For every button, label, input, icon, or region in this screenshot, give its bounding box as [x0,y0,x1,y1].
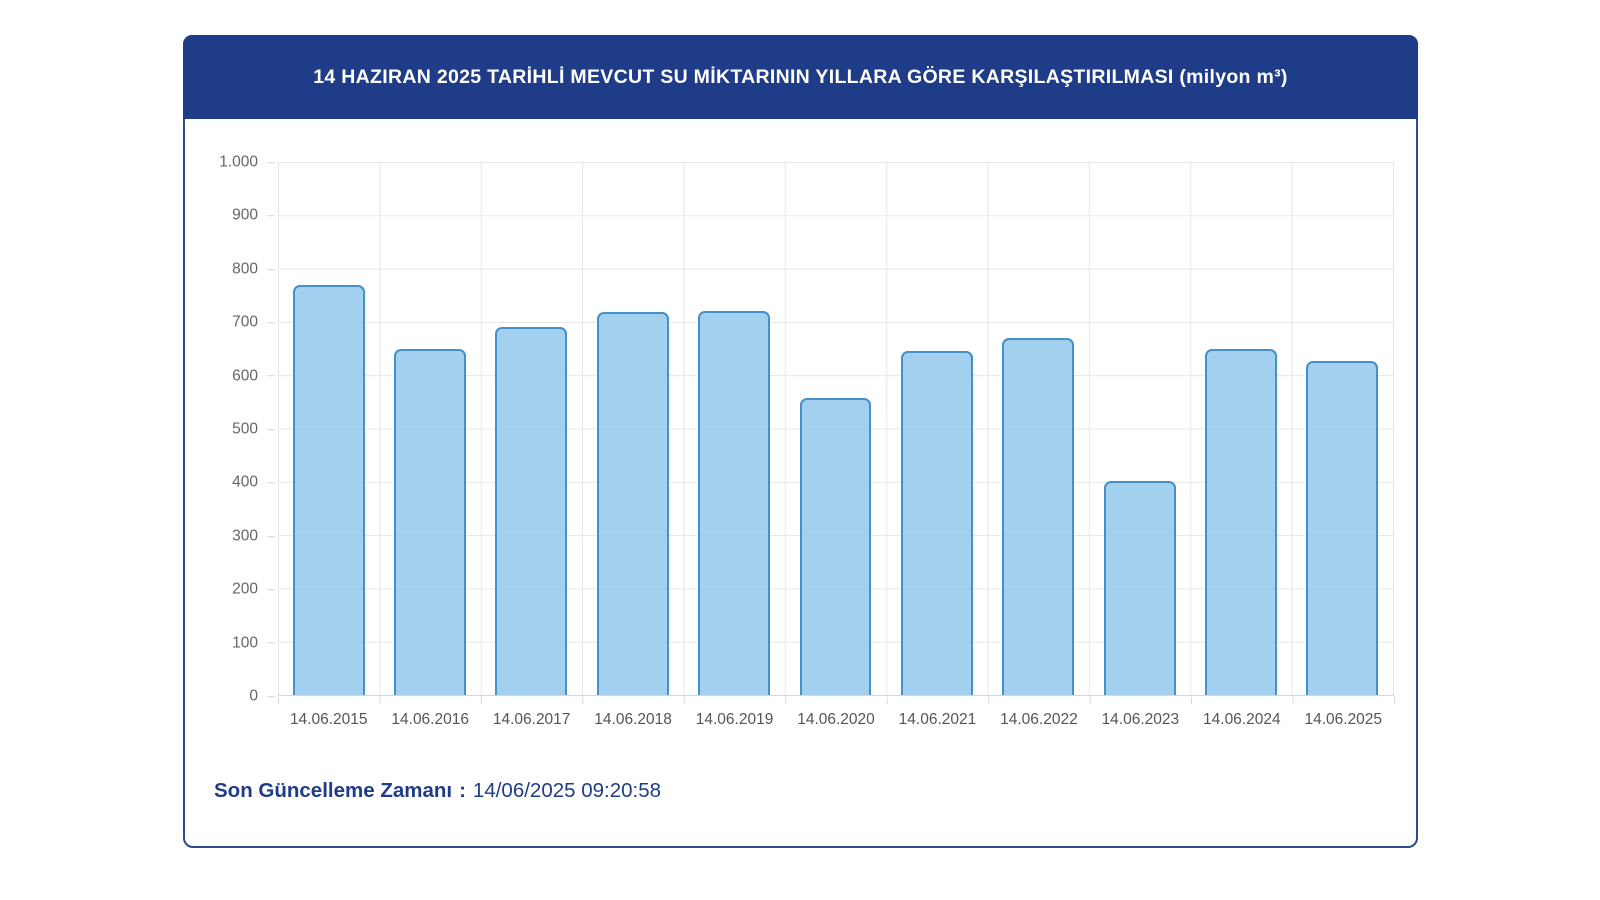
y-axis-label: 300 [185,528,275,544]
bar-slot [379,162,480,695]
x-axis-label: 14.06.2018 [594,711,672,728]
x-axis-label: 14.06.2025 [1304,711,1383,728]
last-update: Son Güncelleme Zamanı : 14/06/2025 09:20… [214,779,661,803]
y-axis-label: 900 [185,208,275,224]
x-axis-label: 14.06.2023 [1101,711,1180,728]
y-axis-label: 600 [185,368,275,384]
bar-14.06.2021[interactable] [900,351,973,695]
y-axis-label: 0 [185,688,275,704]
last-update-separator: : [459,779,466,802]
x-axis-label: 14.06.2021 [898,711,977,728]
y-axis-label: 500 [185,421,275,437]
y-axis-label: 100 [185,635,275,651]
x-axis-label: 14.06.2024 [1203,711,1281,728]
bar-slot [1089,162,1190,695]
bar-14.06.2015[interactable] [292,285,365,695]
bar-slot [1292,162,1393,695]
bar-slot [683,162,784,695]
bar-14.06.2022[interactable] [1002,337,1075,695]
y-axis-label: 1.000 [185,154,275,170]
bar-14.06.2016[interactable] [394,348,467,695]
y-axis: 1.000 900 800 700 600 500 400 300 200 100 0 [185,154,275,703]
bar-slot [988,162,1089,695]
y-axis-label: 400 [185,475,275,491]
chart-title-bar: 14 HAZIRAN 2025 TARİHLİ MEVCUT SU MİKTAR… [183,35,1418,119]
bar-slot [582,162,683,695]
bar-14.06.2025[interactable] [1306,361,1379,695]
x-axis-label: 14.06.2016 [391,711,469,728]
x-axis-ticks [278,697,1395,704]
bar-slot [1190,162,1291,695]
x-axis-label: 14.06.2020 [797,711,875,728]
bar-14.06.2023[interactable] [1103,480,1176,695]
y-axis-label: 800 [185,261,275,277]
bar-14.06.2019[interactable] [698,311,771,695]
bar-series [278,162,1393,695]
x-axis-label: 14.06.2022 [1000,711,1078,728]
last-update-value: 14/06/2025 09:20:58 [472,779,662,802]
x-axis-label: 14.06.2015 [289,711,368,728]
bar-14.06.2024[interactable] [1204,348,1277,695]
chart-title: 14 HAZIRAN 2025 TARİHLİ MEVCUT SU MİKTAR… [313,65,1288,88]
last-update-label: Son Güncelleme Zamanı [214,779,453,802]
plot-area [278,162,1394,696]
y-axis-label: 200 [185,581,275,597]
x-axis: 14.06.2015 14.06.2016 14.06.2017 14.06.2018… [278,709,1394,731]
bar-slot [886,162,987,695]
x-axis-label: 14.06.2019 [695,711,774,728]
bar-14.06.2020[interactable] [799,397,872,695]
bar-slot [481,162,582,695]
bar-slot [278,162,379,695]
water-comparison-card: 14 HAZIRAN 2025 TARİHLİ MEVCUT SU MİKTAR… [183,35,1418,848]
x-axis-label: 14.06.2017 [492,711,571,728]
bar-14.06.2017[interactable] [495,326,568,695]
bar-14.06.2018[interactable] [596,311,669,695]
bar-slot [785,162,886,695]
y-axis-label: 700 [185,314,275,330]
